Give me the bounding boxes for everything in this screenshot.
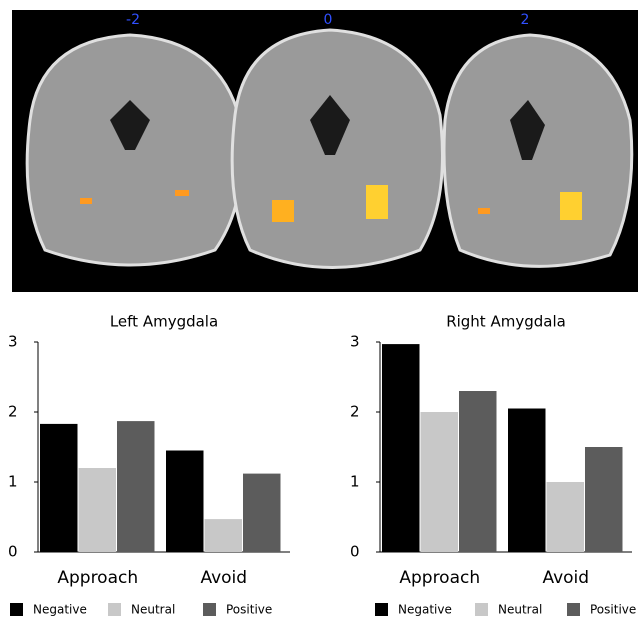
chart-title: Right Amygdala xyxy=(446,313,566,331)
y-tick-label: 2 xyxy=(8,403,18,421)
y-tick-label: 0 xyxy=(8,543,18,561)
chart-title: Left Amygdala xyxy=(110,313,218,331)
y-tick-label: 3 xyxy=(350,333,360,351)
legend-label: Positive xyxy=(226,603,272,617)
slice-label: 2 xyxy=(521,12,530,28)
legend-swatch xyxy=(10,603,23,616)
bar xyxy=(420,412,458,552)
x-tick-label: Avoid xyxy=(200,568,247,588)
bar xyxy=(78,468,116,552)
bar xyxy=(117,421,155,552)
bar xyxy=(243,473,281,552)
legend-label: Positive xyxy=(590,603,636,617)
legend-swatch xyxy=(108,603,121,616)
y-tick-label: 1 xyxy=(8,473,18,491)
legend-label: Neutral xyxy=(498,603,542,617)
legend-swatch xyxy=(203,603,216,616)
bar xyxy=(204,519,242,552)
legend-label: Neutral xyxy=(131,603,175,617)
bar xyxy=(585,447,623,552)
bar xyxy=(508,408,546,552)
legend-swatch xyxy=(375,603,388,616)
y-tick-label: 0 xyxy=(350,543,360,561)
legend-label: Negative xyxy=(398,603,452,617)
legend-swatch xyxy=(475,603,488,616)
y-tick-label: 3 xyxy=(8,333,18,351)
x-tick-label: Approach xyxy=(399,568,480,588)
legend-swatch xyxy=(567,603,580,616)
activation-blobs xyxy=(80,185,582,222)
x-tick-label: Approach xyxy=(57,568,138,588)
slice-label: 0 xyxy=(324,12,333,28)
ventricles xyxy=(110,95,545,160)
x-tick-label: Avoid xyxy=(542,568,589,588)
legend-label: Negative xyxy=(33,603,87,617)
bar xyxy=(459,391,497,552)
bar xyxy=(40,423,78,552)
y-tick-label: 1 xyxy=(350,473,360,491)
slice-label: -2 xyxy=(126,12,140,28)
bar xyxy=(166,450,204,552)
y-tick-label: 2 xyxy=(350,403,360,421)
bar xyxy=(382,344,420,552)
bar xyxy=(546,482,584,552)
brain-panel: -2 0 2 xyxy=(12,10,638,292)
